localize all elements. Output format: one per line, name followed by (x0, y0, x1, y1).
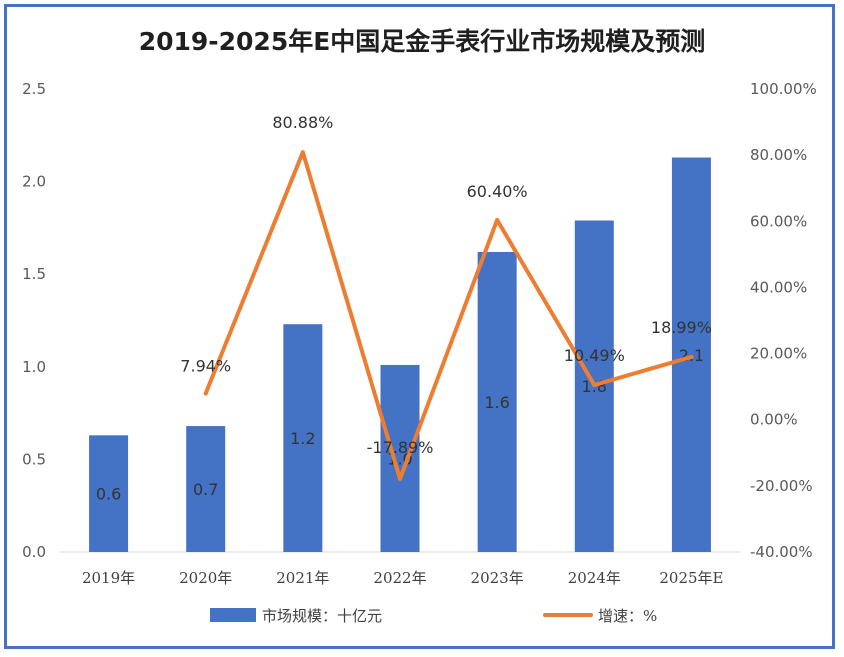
growth-point (398, 476, 402, 481)
x-tick-label: 2022年 (373, 569, 426, 587)
y-right-tick-label: 100.00% (750, 80, 817, 98)
x-tick-label: 2023年 (471, 569, 524, 587)
growth-point (495, 217, 500, 222)
growth-point (300, 150, 305, 155)
bar-data-label: 1.2 (290, 429, 315, 448)
bar-series: 0.60.71.21.01.61.82.1 (89, 157, 711, 553)
chart: 2019-2025年E中国足金手表行业市场规模及预测 0.0 0.5 1.0 1.5 2… (22, 27, 817, 625)
y-right-tick-label: 80.00% (750, 146, 807, 164)
growth-data-label: 7.94% (180, 356, 231, 375)
bar (477, 251, 517, 552)
y-right-tick-label: 60.00% (750, 212, 807, 230)
growth-data-label: 10.49% (564, 346, 625, 365)
legend-bar-swatch (210, 608, 256, 622)
bar-data-label: 1.6 (484, 393, 509, 412)
legend: 市场规模：十亿元 增速：% (210, 607, 657, 625)
x-tick-label: 2019年 (82, 569, 135, 587)
bar-data-label: 0.6 (96, 485, 121, 504)
growth-data-label: -17.89% (367, 438, 434, 457)
bar-data-label: 0.7 (193, 480, 218, 499)
chart-title: 2019-2025年E中国足金手表行业市场规模及预测 (139, 27, 706, 56)
y-left-tick-label: 2.0 (22, 173, 46, 191)
y-right-axis: -40.00% -20.00% 0.00% 20.00% 40.00% 60.00% 80.… (750, 80, 817, 561)
y-left-tick-label: 1.5 (22, 265, 46, 283)
growth-data-label: 60.40% (467, 182, 528, 201)
y-right-tick-label: 0.00% (750, 411, 798, 429)
legend-line-label: 增速：% (598, 607, 657, 625)
bar (89, 435, 129, 552)
y-left-axis: 0.0 0.5 1.0 1.5 2.0 2.5 (22, 80, 46, 561)
growth-point (203, 391, 208, 396)
x-tick-label: 2021年 (276, 569, 329, 587)
legend-bar-label: 市场规模：十亿元 (262, 607, 382, 625)
x-axis: 2019年 2020年 2021年 2022年 2023年 2024年 2025年E (82, 569, 724, 587)
x-tick-label: 2025年E (659, 569, 723, 587)
chart-frame: 2019-2025年E中国足金手表行业市场规模及预测 0.0 0.5 1.0 1.5 2… (4, 4, 835, 649)
y-left-tick-label: 1.0 (22, 358, 46, 376)
y-right-tick-label: 40.00% (750, 278, 807, 296)
bar (380, 364, 420, 552)
y-left-tick-label: 2.5 (22, 80, 46, 98)
growth-line-series: 7.94% 80.88% -17.89% 60.40% 10.49% 18.99% (180, 113, 712, 481)
growth-line (203, 150, 694, 481)
y-right-tick-label: -40.00% (750, 543, 813, 561)
y-left-tick-label: 0.5 (22, 450, 46, 468)
bar (186, 426, 226, 552)
growth-data-label: 80.88% (272, 113, 333, 132)
bar (671, 157, 711, 553)
x-tick-label: 2024年 (568, 569, 621, 587)
y-right-tick-label: 20.00% (750, 345, 807, 363)
growth-point (592, 383, 597, 388)
x-tick-label: 2020年 (179, 569, 232, 587)
growth-point (689, 354, 694, 359)
bar (283, 324, 323, 552)
y-right-tick-label: -20.00% (750, 477, 813, 495)
y-left-tick-label: 0.0 (22, 543, 46, 561)
growth-data-label: 18.99% (651, 318, 712, 337)
